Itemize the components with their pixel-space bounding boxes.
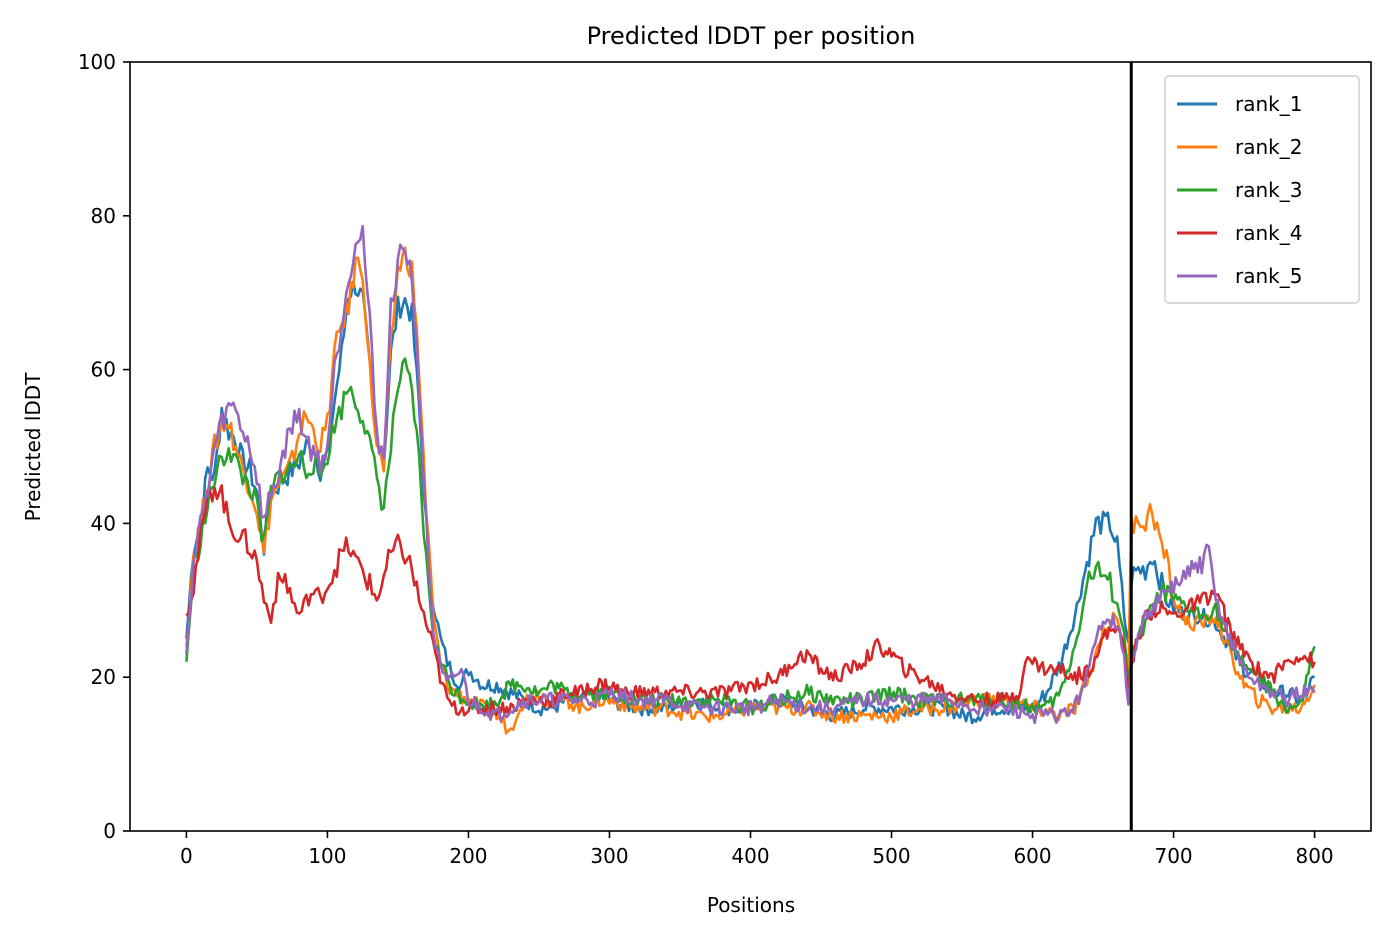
chart-title: Predicted lDDT per position [587,22,916,50]
legend: rank_1 rank_2 rank_3 rank_4 rank_5 [1164,75,1360,304]
y-tick-label: 100 [78,50,116,74]
plot-area [185,224,1316,735]
legend-label-rank_5: rank_5 [1235,264,1302,288]
x-axis-label: Positions [707,893,795,917]
y-axis-ticks: 0 20 40 60 80 100 [78,50,130,843]
legend-label-rank_1: rank_1 [1235,92,1302,116]
x-tick-label: 500 [872,844,910,868]
legend-label-rank_4: rank_4 [1235,221,1302,245]
x-tick-label: 100 [308,844,346,868]
x-tick-label: 800 [1295,844,1333,868]
x-tick-label: 0 [180,844,193,868]
x-tick-label: 400 [731,844,769,868]
x-tick-label: 700 [1154,844,1192,868]
legend-label-rank_2: rank_2 [1235,135,1302,159]
y-axis-label: Predicted lDDT [21,372,45,522]
y-tick-label: 40 [91,511,116,535]
x-tick-label: 200 [449,844,487,868]
x-tick-label: 600 [1013,844,1051,868]
x-axis-ticks: 0 100 200 300 400 500 600 700 800 [180,831,1334,868]
legend-label-rank_3: rank_3 [1235,178,1302,202]
y-tick-label: 20 [91,665,116,689]
x-tick-label: 300 [590,844,628,868]
y-tick-label: 80 [91,204,116,228]
series-line-rank_5 [185,224,1316,725]
y-tick-label: 0 [103,819,116,843]
legend-box [1164,75,1360,304]
y-tick-label: 60 [91,358,116,382]
